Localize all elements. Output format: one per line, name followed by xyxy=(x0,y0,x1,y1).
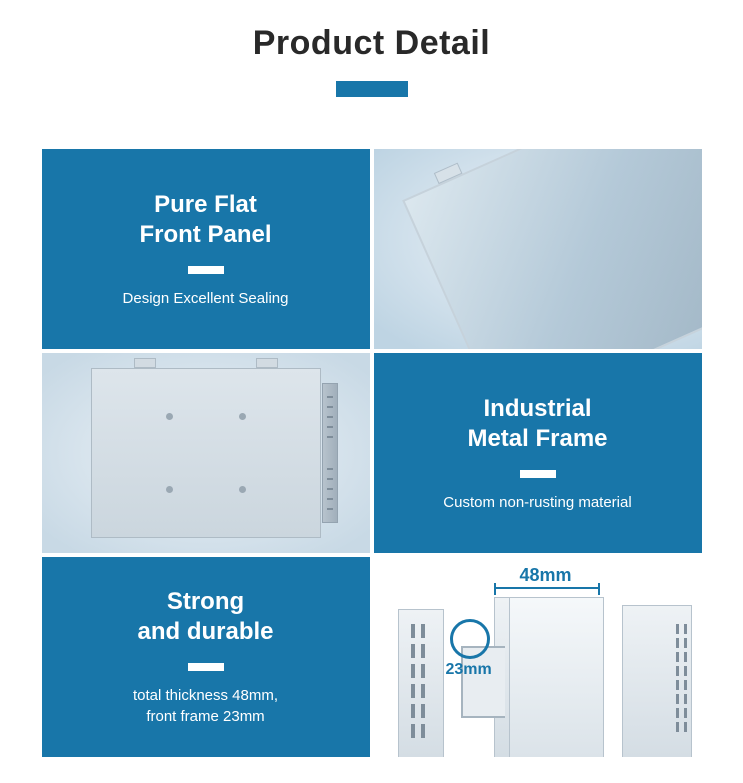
heading-line: Pure Flat xyxy=(154,191,257,218)
hole-icon xyxy=(166,413,173,420)
mount-tab-icon xyxy=(134,358,156,368)
feature-image-metal-frame xyxy=(42,353,370,553)
profile-column xyxy=(622,605,692,757)
heading-line: and durable xyxy=(137,618,273,645)
feature-card-pure-flat: Pure Flat Front Panel Design Excellent S… xyxy=(42,149,370,349)
feature-card-strong-durable: Strong and durable total thickness 48mm,… xyxy=(42,557,370,757)
profile-column xyxy=(398,609,444,757)
dimension-label-48mm: 48mm xyxy=(520,565,572,586)
feature-subtext: Design Excellent Sealing xyxy=(123,288,289,309)
side-flange xyxy=(322,383,338,523)
feature-heading: Industrial Metal Frame xyxy=(467,394,607,454)
divider-bar xyxy=(188,663,224,671)
feature-image-dimensions: 48mm 23mm xyxy=(374,557,702,757)
feature-heading: Strong and durable xyxy=(137,587,273,647)
feature-subtext: total thickness 48mm, front frame 23mm xyxy=(133,685,278,727)
feature-grid: Pure Flat Front Panel Design Excellent S… xyxy=(42,149,702,757)
dimension-label-23mm: 23mm xyxy=(446,661,492,679)
panel-illustration xyxy=(42,353,370,553)
heading-line: Industrial xyxy=(483,395,591,422)
accent-bar xyxy=(336,81,408,97)
vesa-holes xyxy=(166,413,246,493)
hole-icon xyxy=(239,413,246,420)
page-title: Product Detail xyxy=(0,24,743,63)
profile-face xyxy=(509,598,603,757)
heading-line: Front Panel xyxy=(139,221,271,248)
panel-illustration: 48mm 23mm xyxy=(374,557,702,757)
profile-column xyxy=(494,597,604,757)
panel-illustration xyxy=(402,149,702,349)
hole-icon xyxy=(239,486,246,493)
subtext-line: front frame 23mm xyxy=(146,708,264,725)
feature-card-metal-frame: Industrial Metal Frame Custom non-rustin… xyxy=(374,353,702,553)
dimension-line-icon xyxy=(494,587,600,589)
mount-tab-icon xyxy=(256,358,278,368)
heading-line: Metal Frame xyxy=(467,425,607,452)
enclosure-back xyxy=(91,368,321,538)
heading-line: Strong xyxy=(167,588,244,615)
divider-bar xyxy=(520,470,556,478)
subtext-line: total thickness 48mm, xyxy=(133,687,278,704)
header: Product Detail xyxy=(0,0,743,113)
product-detail-infographic: Product Detail Pure Flat Front Panel Des… xyxy=(0,0,743,757)
feature-subtext: Custom non-rusting material xyxy=(443,492,631,513)
feature-heading: Pure Flat Front Panel xyxy=(139,190,271,250)
feature-image-front-panel xyxy=(374,149,702,349)
divider-bar xyxy=(188,266,224,274)
dimension-circle-icon xyxy=(450,619,490,659)
hole-icon xyxy=(166,486,173,493)
